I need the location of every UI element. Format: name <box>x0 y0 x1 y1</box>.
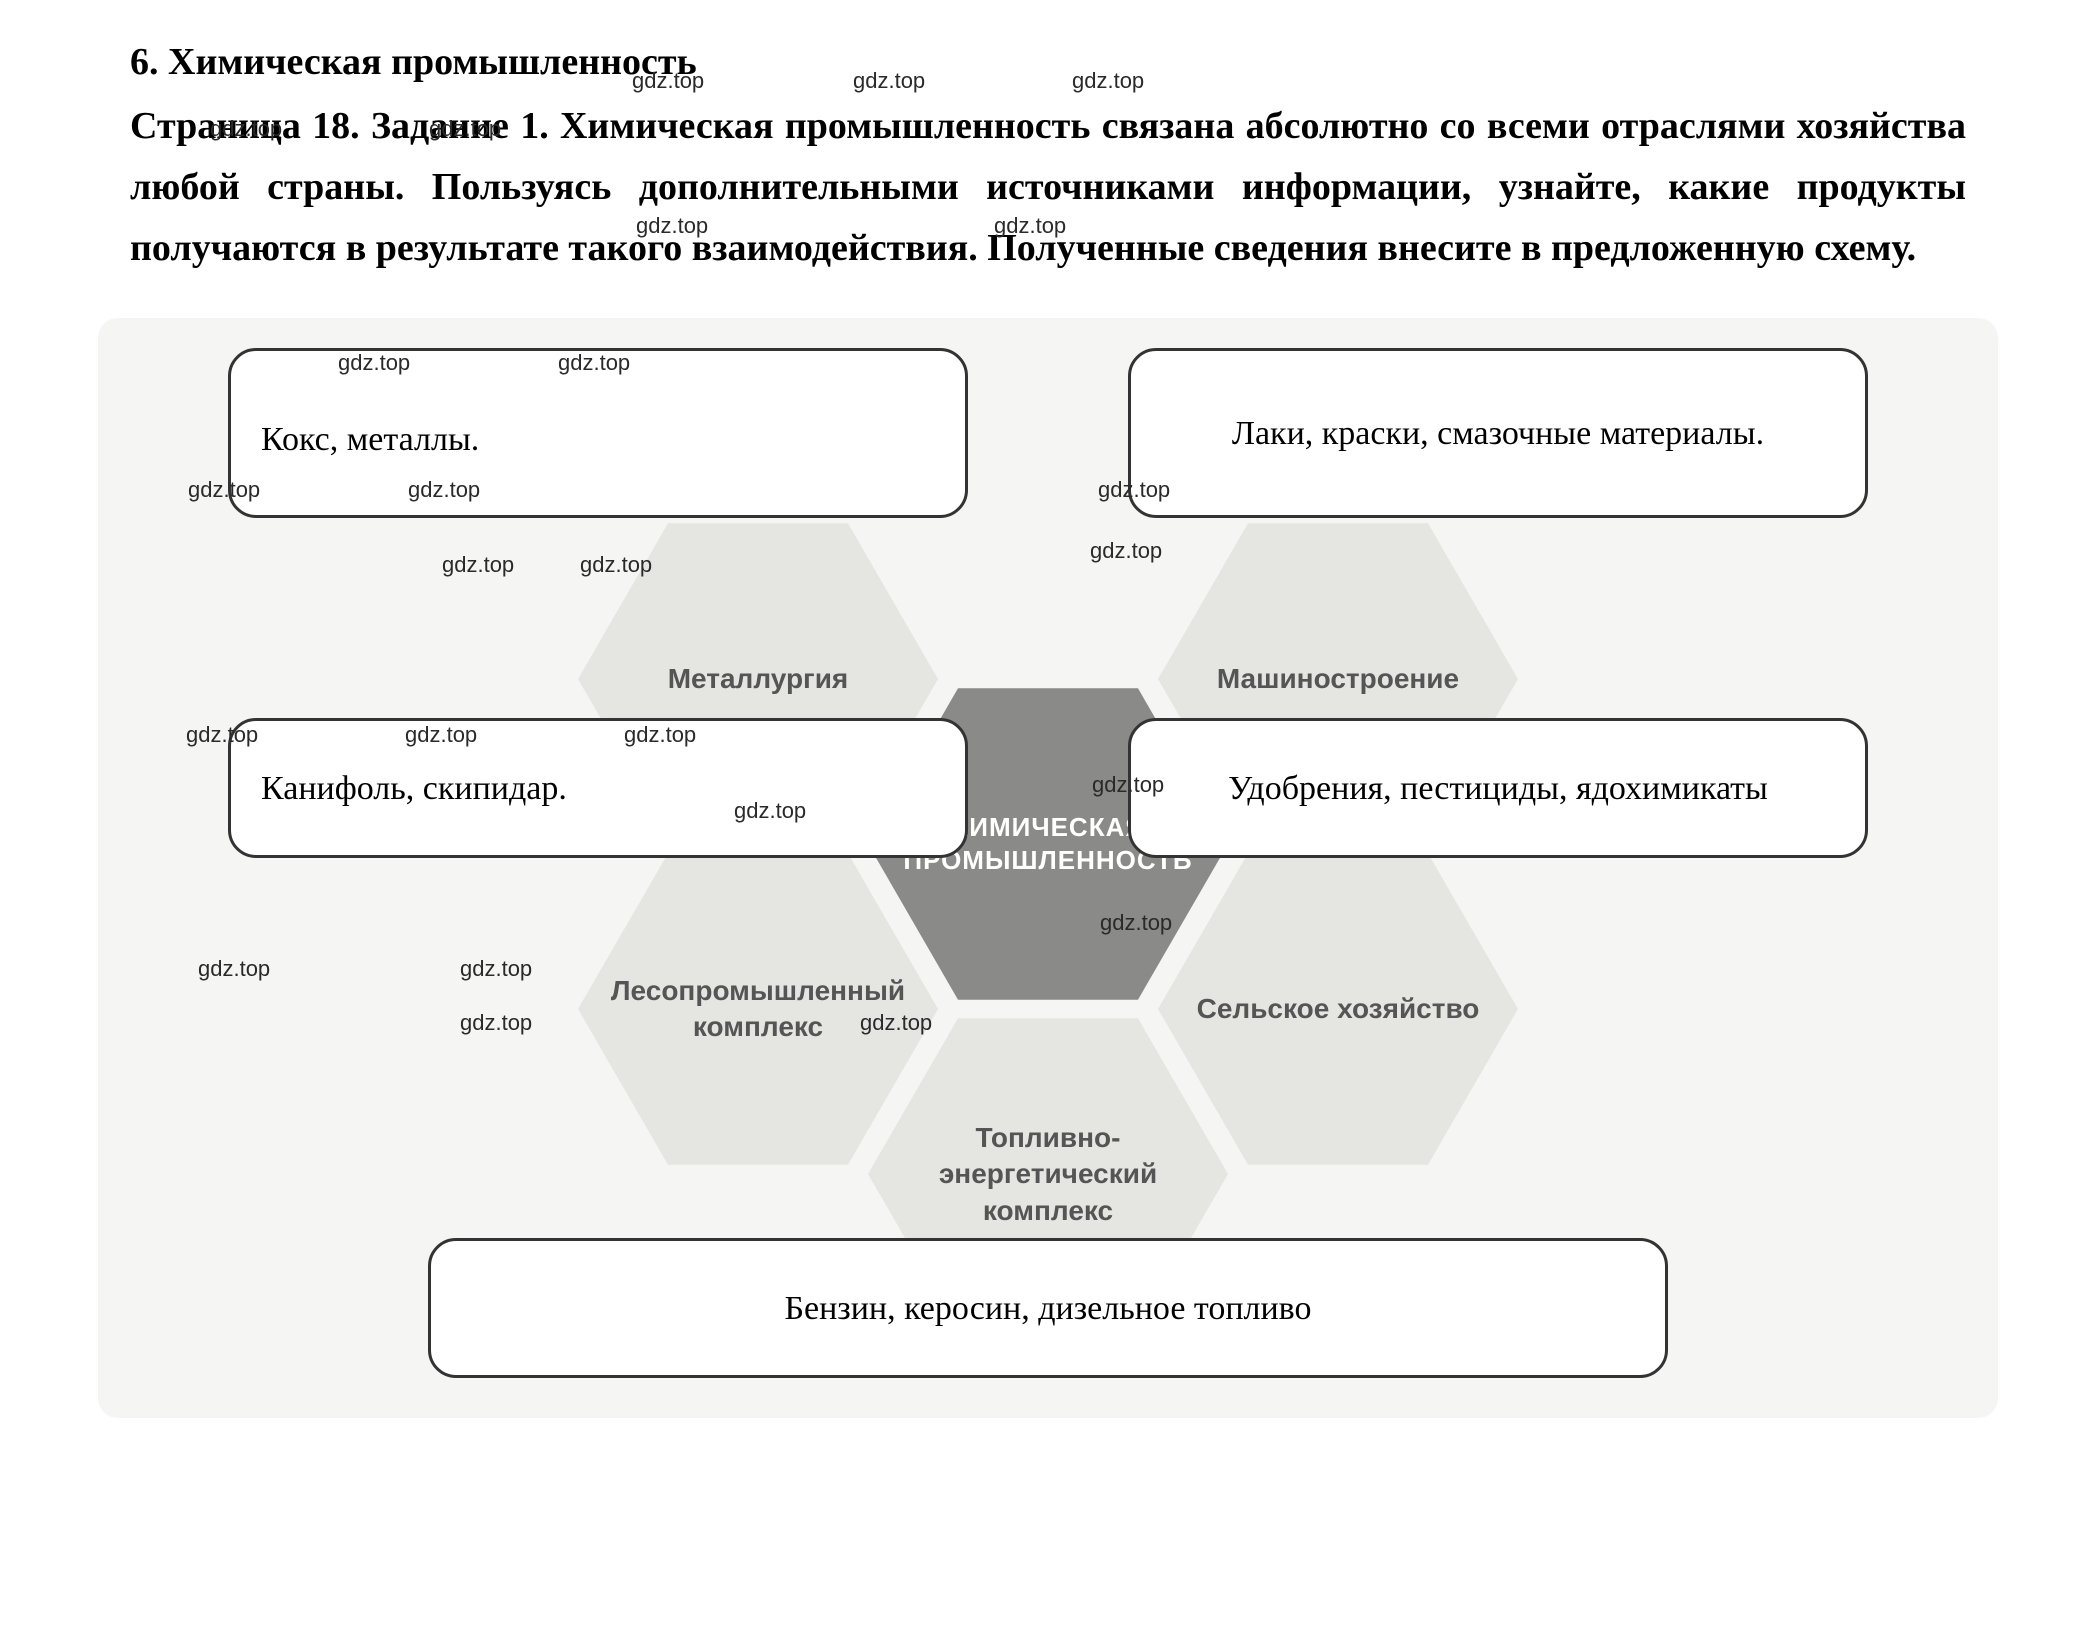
task-description: Страница 18. Задание 1. Химическая промы… <box>130 96 2036 278</box>
answer-box-fuel-energy: Бензин, керосин, дизельное топливо <box>428 1238 1668 1378</box>
answer-box-metallurgy: Кокс, металлы. <box>228 348 968 518</box>
answer-box-agriculture: Удобрения, пестициды, ядохимикаты <box>1128 718 1868 858</box>
hex-label-metallurgy: Металлургия <box>648 661 869 697</box>
answer-box-engineering: Лаки, краски, смазочные материалы. <box>1128 348 1868 518</box>
hex-label-fuel-energy: Топливно-энергетический комплекс <box>868 1120 1228 1229</box>
hex-label-agriculture: Сельское хозяйство <box>1177 991 1500 1027</box>
hex-label-engineering: Машиностроение <box>1197 661 1479 697</box>
hex-label-forestry: Лесопромышленный комплекс <box>578 973 938 1046</box>
diagram-container: Кокс, металлы. Лаки, краски, смазочные м… <box>98 318 1998 1418</box>
section-title: 6. Химическая промышленность <box>130 40 2036 84</box>
answer-box-forestry: Канифоль, скипидар. <box>228 718 968 858</box>
